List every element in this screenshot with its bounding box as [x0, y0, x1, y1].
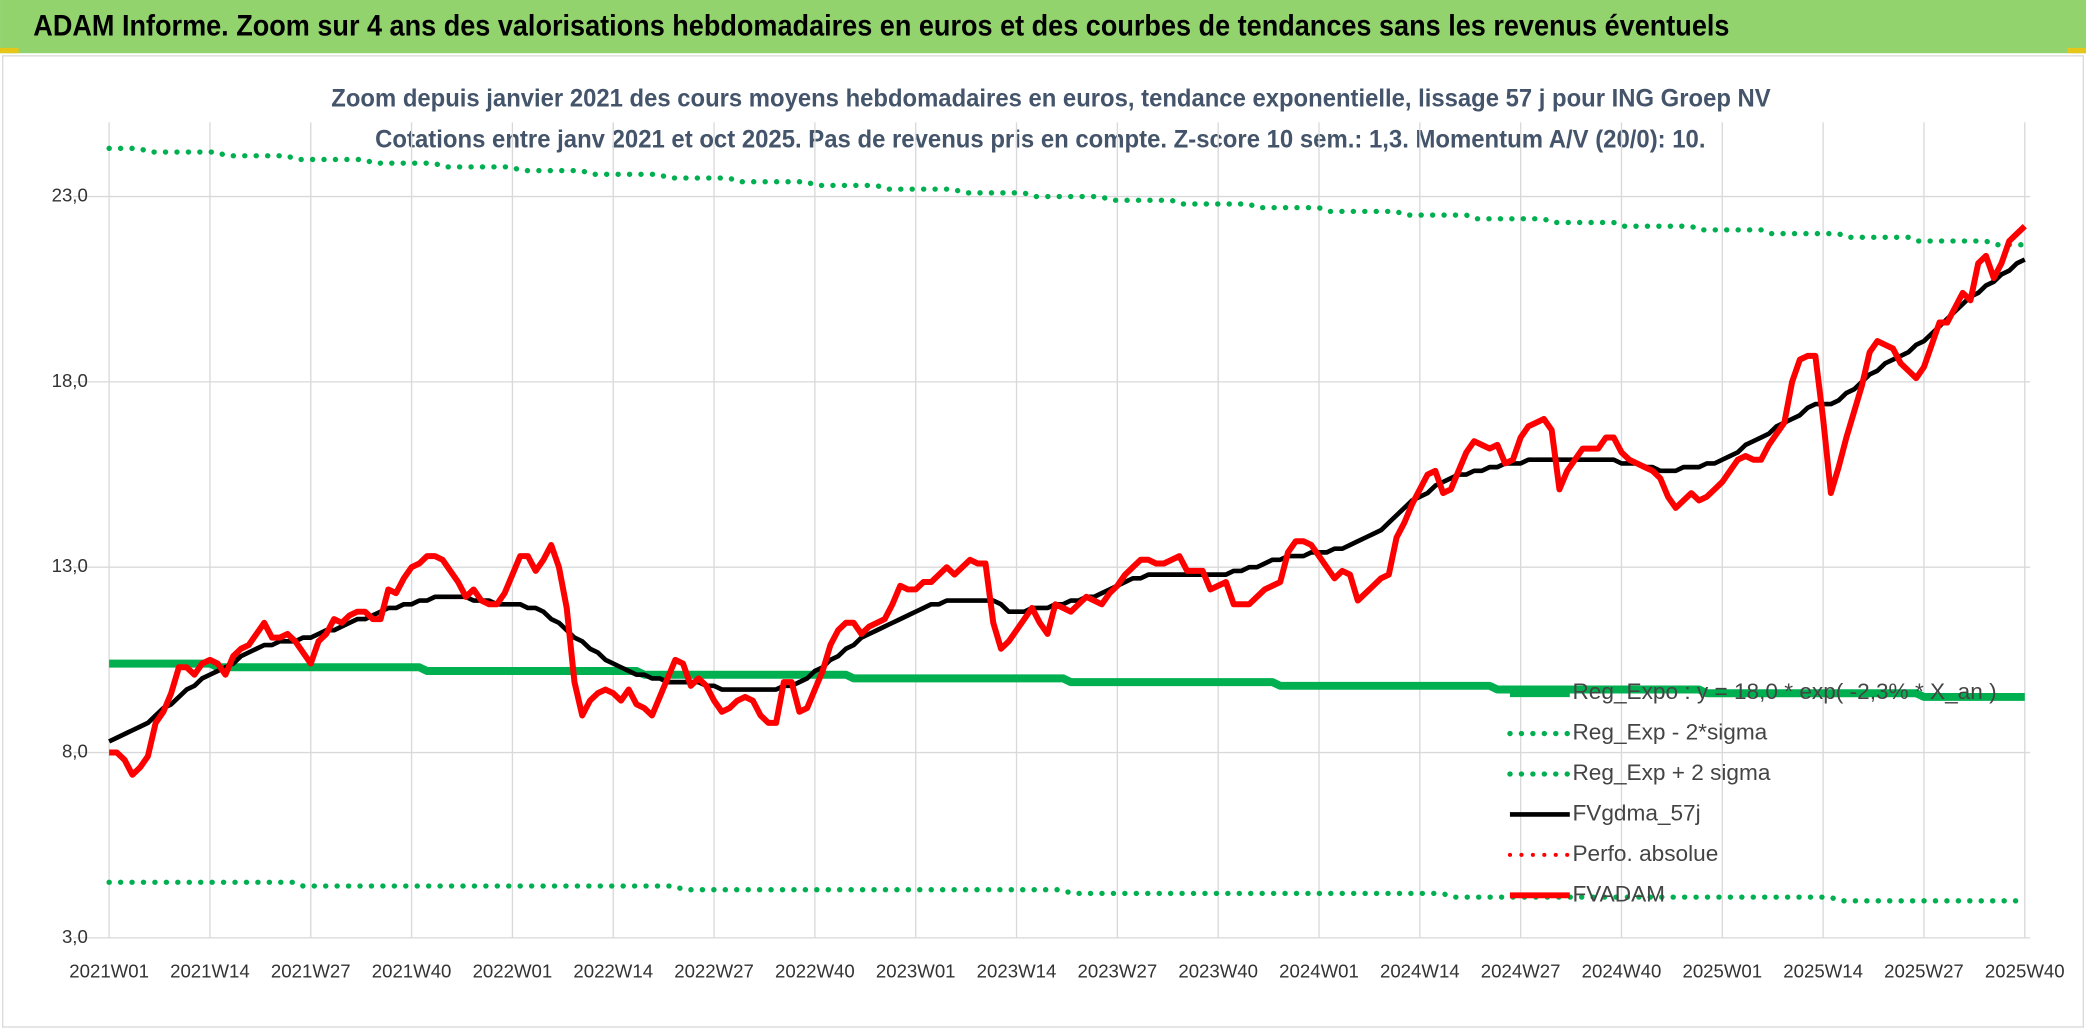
y-tick-label: 23,0: [52, 184, 88, 205]
y-tick-label: 3,0: [62, 926, 88, 947]
corner-accent: [0, 47, 19, 54]
series-line: [109, 224, 2027, 778]
x-tick-label: 2021W01: [69, 960, 149, 981]
x-tick-label: 2021W40: [372, 960, 452, 981]
x-tick-label: 2024W14: [1380, 960, 1460, 981]
series-line: [108, 257, 2026, 744]
x-tick-label: 2025W40: [1985, 960, 2065, 981]
x-tick-label: 2022W14: [573, 960, 653, 981]
legend-label: Perfo. absolue: [1572, 841, 1718, 866]
y-tick-label: 8,0: [62, 740, 88, 761]
x-tick-label: 2022W27: [674, 960, 754, 981]
x-tick-label: 2024W27: [1481, 960, 1561, 981]
series-line: [106, 145, 2028, 248]
x-tick-label: 2025W01: [1682, 960, 1762, 981]
x-tick-label: 2024W40: [1582, 960, 1662, 981]
x-tick-label: 2022W40: [775, 960, 855, 981]
page-title: ADAM Informe. Zoom sur 4 ans des valoris…: [33, 11, 1729, 43]
legend-label: Reg_Expo : y = 18,0 * exp( -2,3% * X_an …: [1572, 679, 1996, 704]
x-tick-label: 2021W14: [170, 960, 250, 981]
chart-subtitle: Cotations entre janv 2021 et oct 2025. P…: [375, 126, 1705, 154]
y-tick-label: 18,0: [52, 370, 88, 391]
x-tick-label: 2025W14: [1783, 960, 1863, 981]
x-tick-label: 2023W01: [876, 960, 956, 981]
y-tick-label: 13,0: [52, 555, 88, 576]
x-tick-label: 2023W14: [977, 960, 1057, 981]
legend-label: FVADAM: [1572, 881, 1665, 906]
legend-label: FVgdma_57j: [1572, 800, 1700, 825]
x-tick-label: 2022W01: [473, 960, 553, 981]
series-line: [109, 659, 2025, 701]
chart-title: Zoom depuis janvier 2021 des cours moyen…: [331, 84, 1771, 112]
x-tick-label: 2025W27: [1884, 960, 1964, 981]
x-tick-label: 2021W27: [271, 960, 351, 981]
header-bar: [0, 0, 2086, 54]
chart-frame: [2, 55, 2084, 1028]
legend-label: Reg_Exp + 2 sigma: [1572, 760, 1770, 785]
x-tick-label: 2023W27: [1078, 960, 1158, 981]
corner-accent: [2067, 47, 2086, 54]
legend-label: Reg_Exp - 2*sigma: [1572, 720, 1767, 745]
series-line: [106, 879, 2028, 904]
x-tick-label: 2023W40: [1178, 960, 1258, 981]
x-tick-label: 2024W01: [1279, 960, 1359, 981]
